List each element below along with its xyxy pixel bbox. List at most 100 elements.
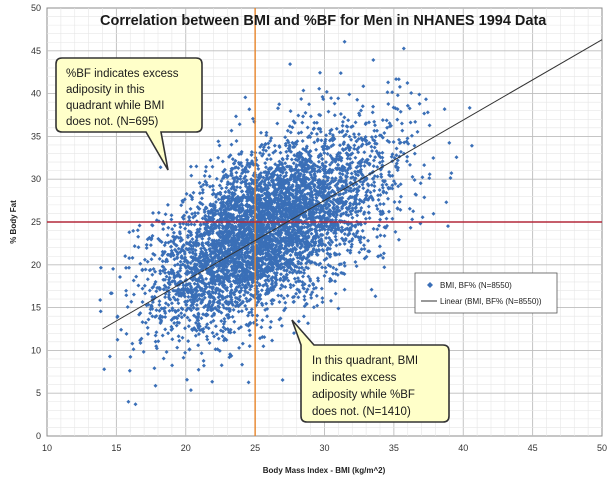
scatter-point	[286, 182, 291, 187]
scatter-point	[240, 299, 245, 304]
scatter-point	[290, 184, 295, 189]
scatter-point	[355, 97, 360, 102]
scatter-point	[270, 247, 275, 252]
scatter-point	[203, 256, 208, 261]
scatter-point	[143, 320, 148, 325]
scatter-point	[203, 169, 208, 174]
scatter-point	[201, 289, 206, 294]
scatter-point	[188, 243, 193, 248]
scatter-point	[246, 236, 251, 241]
scatter-point	[262, 335, 267, 340]
scatter-point	[341, 142, 346, 147]
scatter-point	[220, 303, 225, 307]
scatter-point	[420, 215, 425, 220]
scatter-point	[346, 196, 351, 201]
scatter-point	[395, 206, 400, 211]
scatter-point	[375, 207, 380, 211]
scatter-point	[244, 322, 249, 327]
scatter-point	[342, 263, 347, 268]
scatter-point	[200, 190, 205, 195]
scatter-point	[212, 311, 217, 316]
scatter-point	[400, 128, 405, 133]
scatter-point	[219, 319, 224, 323]
scatter-point	[292, 299, 296, 304]
scatter-point	[148, 267, 153, 272]
scatter-point	[278, 276, 283, 281]
scatter-point	[382, 265, 387, 270]
scatter-point	[185, 241, 189, 246]
scatter-point	[267, 191, 272, 196]
scatter-point	[191, 305, 196, 310]
scatter-point	[228, 272, 233, 277]
scatter-point	[332, 251, 337, 256]
scatter-point	[245, 259, 250, 264]
scatter-point	[219, 363, 224, 368]
scatter-point	[409, 91, 414, 95]
scatter-point	[240, 262, 245, 267]
scatter-point	[379, 172, 384, 177]
scatter-point	[264, 301, 269, 306]
scatter-point	[228, 330, 233, 335]
scatter-point	[186, 294, 191, 299]
scatter-point	[343, 199, 348, 204]
scatter-point	[294, 270, 299, 275]
scatter-point	[318, 153, 323, 158]
scatter-point	[193, 248, 198, 253]
scatter-point	[223, 190, 228, 194]
scatter-point	[271, 287, 276, 292]
scatter-point	[347, 188, 351, 193]
scatter-point	[225, 294, 230, 299]
scatter-point	[296, 189, 301, 194]
scatter-point	[141, 349, 146, 354]
scatter-point	[221, 325, 226, 330]
scatter-point	[248, 227, 253, 231]
scatter-point	[340, 128, 345, 133]
scatter-point	[370, 196, 375, 201]
scatter-point	[247, 344, 252, 349]
scatter-point	[300, 120, 305, 125]
scatter-point	[304, 301, 309, 306]
scatter-point	[209, 308, 214, 313]
scatter-point	[216, 253, 221, 258]
scatter-point	[271, 205, 276, 210]
scatter-point	[312, 188, 317, 193]
scatter-points	[98, 39, 474, 407]
scatter-point	[363, 216, 368, 221]
scatter-point	[303, 110, 308, 115]
scatter-point	[127, 256, 132, 261]
scatter-point	[375, 227, 380, 232]
scatter-point	[215, 256, 220, 260]
scatter-point	[158, 268, 163, 273]
scatter-point	[372, 128, 377, 133]
scatter-point	[262, 187, 267, 192]
scatter-point	[264, 130, 269, 135]
scatter-point	[170, 363, 175, 368]
scatter-point	[290, 192, 295, 197]
scatter-point	[230, 192, 234, 197]
scatter-point	[422, 195, 427, 200]
scatter-point	[359, 144, 364, 148]
scatter-point	[290, 140, 295, 145]
scatter-point	[352, 132, 356, 137]
scatter-point	[172, 321, 177, 325]
scatter-point	[303, 231, 308, 236]
scatter-point	[350, 223, 355, 228]
scatter-point	[317, 112, 322, 117]
scatter-point	[270, 301, 275, 306]
scatter-point	[237, 283, 242, 288]
scatter-point	[183, 226, 188, 231]
scatter-point	[201, 363, 206, 368]
scatter-point	[220, 297, 225, 301]
scatter-point	[282, 192, 287, 197]
scatter-point	[307, 200, 312, 205]
scatter-point	[144, 246, 149, 250]
scatter-point	[339, 198, 344, 203]
scatter-point	[124, 265, 128, 270]
scatter-point	[173, 247, 177, 252]
scatter-point	[202, 231, 207, 236]
scatter-point	[338, 71, 343, 76]
scatter-point	[292, 120, 297, 125]
scatter-point	[290, 262, 295, 267]
scatter-point	[322, 181, 327, 186]
scatter-point	[290, 242, 295, 247]
